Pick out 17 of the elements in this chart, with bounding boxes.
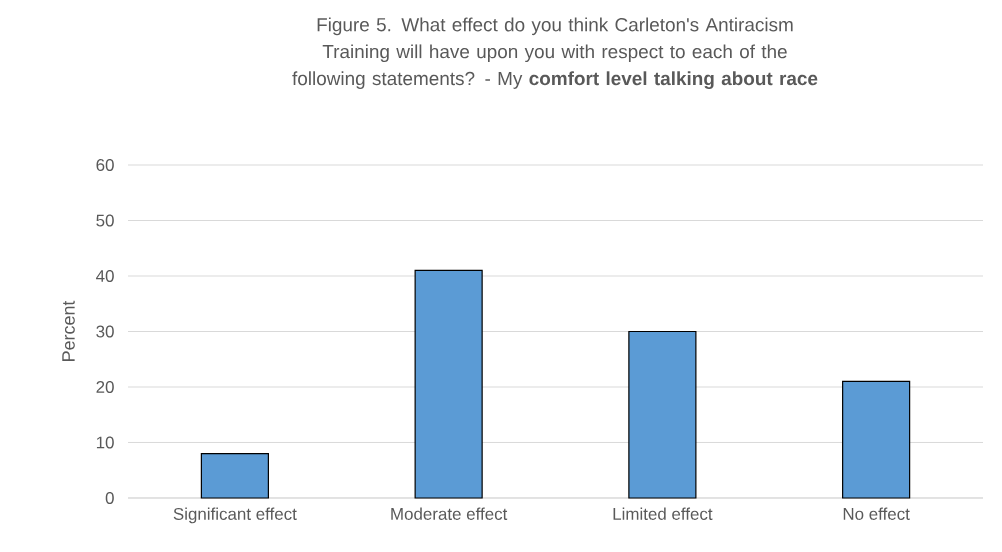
y-tick-label: 40: [96, 269, 114, 282]
x-tick-label: Moderate effect: [391, 507, 508, 520]
y-axis-title: Percent: [62, 300, 75, 361]
y-tick-label: 20: [96, 380, 114, 393]
bar: [200, 452, 269, 499]
y-tick-label: 30: [96, 325, 114, 338]
y-tick-label: 60: [96, 158, 114, 171]
bar: [842, 380, 911, 499]
x-tick-label: No effect: [843, 507, 910, 520]
x-tick-label: Significant effect: [173, 507, 297, 524]
bar: [628, 330, 697, 499]
bar: [414, 269, 483, 499]
chart-title: Figure 5. What effect do you think Carleton's Antiracism Training will have upon you with respect to each of the following statements? - My comfort level talking about race: [292, 17, 818, 90]
y-tick-label: 0: [105, 491, 114, 504]
y-tick-label: 10: [96, 436, 114, 449]
y-tick-label: 50: [96, 214, 114, 227]
x-tick-label: Limited effect: [613, 507, 713, 520]
